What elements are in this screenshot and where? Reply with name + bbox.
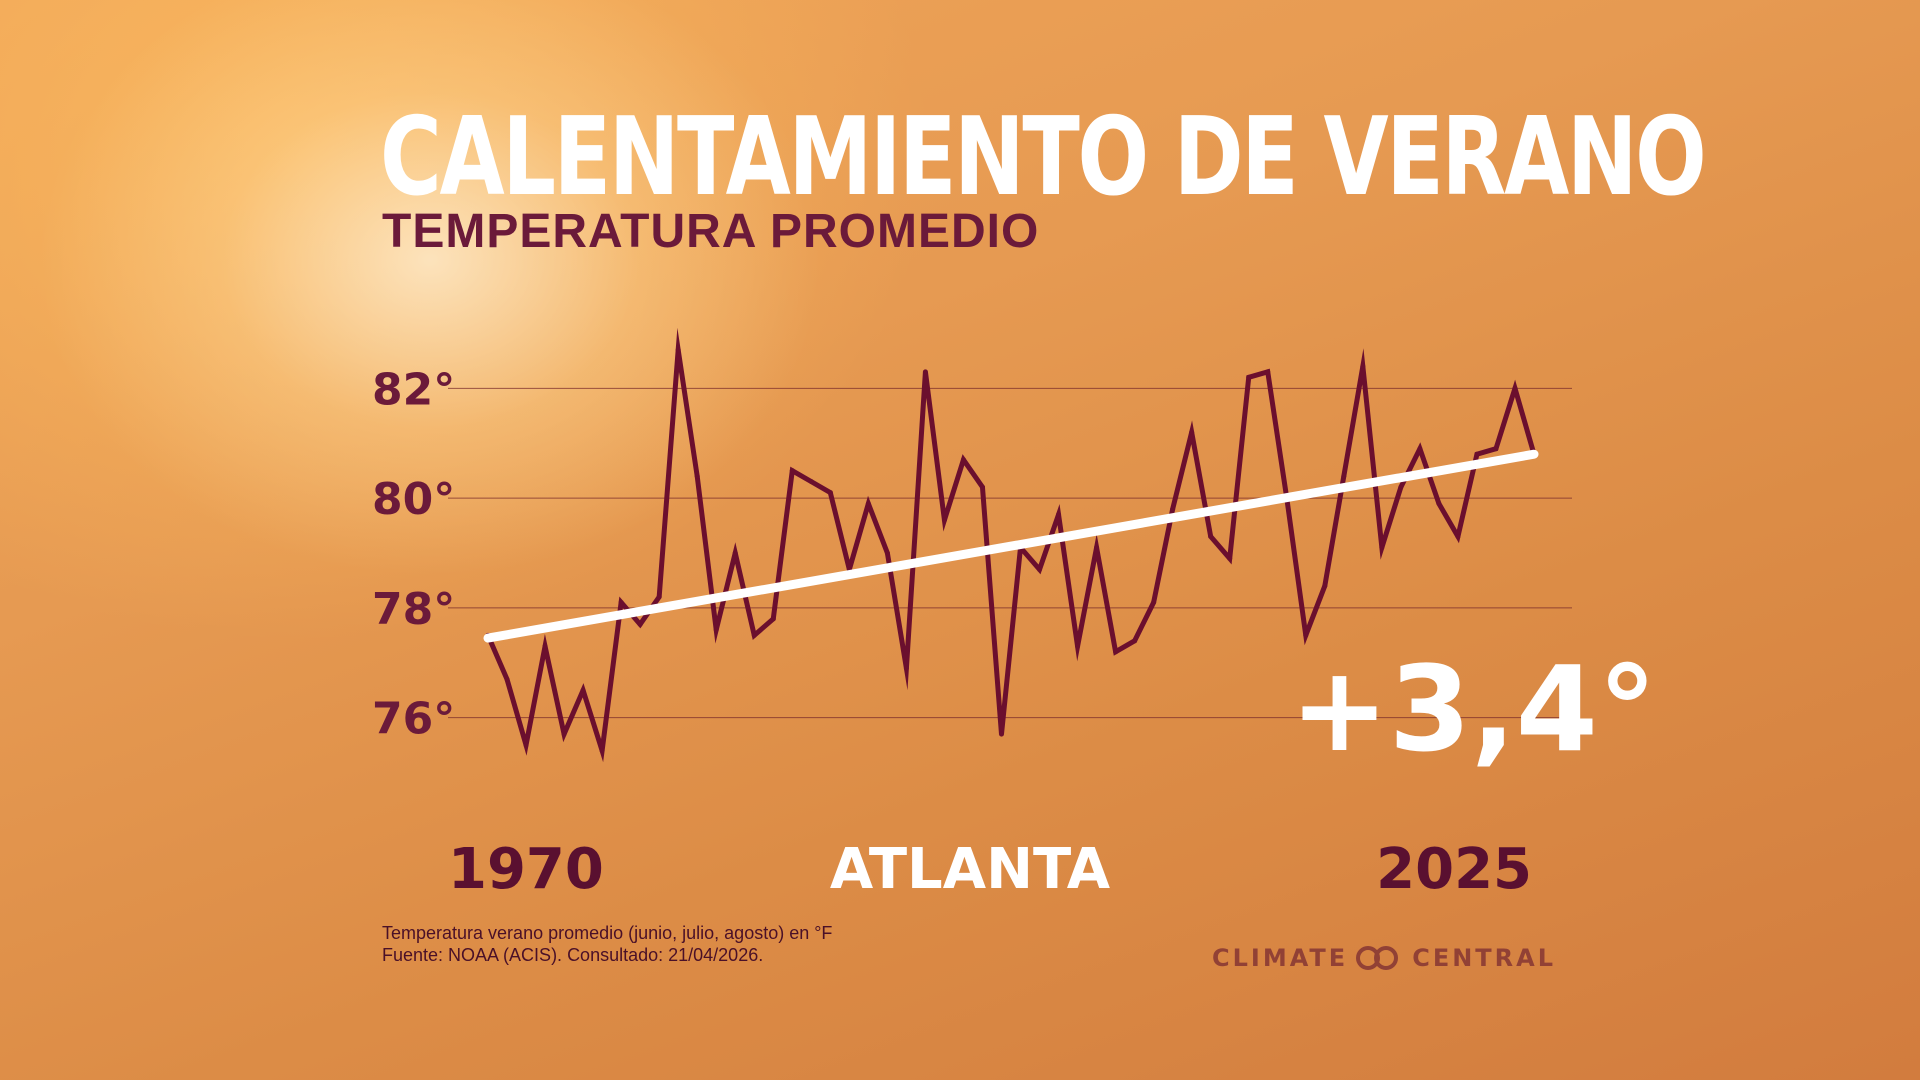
- data-point-1996: [979, 484, 985, 490]
- data-point-2021: [1455, 534, 1461, 540]
- footnote-units: Temperatura verano promedio (junio, juli…: [382, 923, 833, 943]
- y-tick-label: 78°: [372, 584, 455, 635]
- temperature-series-line: [485, 327, 1537, 763]
- data-point-2023: [1493, 446, 1499, 452]
- data-point-2014: [1322, 583, 1328, 589]
- data-point-2011: [1265, 369, 1271, 375]
- y-tick-label: 80°: [372, 474, 455, 525]
- data-point-2013: [1303, 632, 1309, 638]
- data-point-1985: [770, 616, 776, 622]
- logo-word-central: CENTRAL: [1412, 944, 1557, 972]
- data-point-1982: [713, 627, 719, 633]
- x-start-label: 1970: [448, 837, 604, 902]
- trend-line: [483, 449, 1539, 643]
- data-point-1972: [523, 742, 529, 748]
- data-point-2019: [1417, 446, 1423, 452]
- data-point-2005: [1151, 599, 1157, 605]
- data-point-2008: [1208, 534, 1214, 540]
- data-point-2015: [1341, 473, 1347, 479]
- data-point-2009: [1227, 555, 1233, 561]
- data-point-1971: [504, 676, 510, 682]
- data-point-2003: [1113, 649, 1119, 655]
- data-point-1999: [1037, 566, 1043, 572]
- data-point-2024: [1512, 385, 1518, 391]
- data-point-2010: [1246, 374, 1252, 380]
- location-label: ATLANTA: [830, 837, 1111, 902]
- data-point-2001: [1075, 643, 1081, 649]
- data-point-1979: [656, 594, 662, 600]
- data-point-2016: [1360, 363, 1366, 369]
- data-point-2002: [1094, 545, 1100, 551]
- data-point-2007: [1189, 429, 1195, 435]
- trend-layer: [483, 449, 1539, 643]
- data-point-1988: [827, 490, 833, 496]
- x-end-label: 2025: [1376, 837, 1532, 902]
- data-point-2000: [1056, 512, 1062, 518]
- climate-central-rings-icon: [1356, 946, 1399, 970]
- data-point-1977: [618, 599, 624, 605]
- data-point-2022: [1474, 451, 1480, 457]
- data-point-1994: [941, 517, 947, 523]
- footnote-source: Fuente: NOAA (ACIS). Consultado: 21/04/2…: [382, 945, 764, 965]
- data-point-2020: [1436, 501, 1442, 507]
- data-point-1984: [751, 632, 757, 638]
- y-tick-label: 76°: [372, 694, 455, 745]
- y-tick-label: 82°: [372, 364, 455, 415]
- chart-title: CALENTAMIENTO DE VERANO: [380, 95, 1707, 220]
- data-point-1981: [694, 473, 700, 479]
- data-point-1975: [580, 687, 586, 693]
- climate-central-logo: CLIMATE CENTRAL: [1212, 944, 1556, 972]
- data-point-1986: [789, 468, 795, 474]
- footnote: Temperatura verano promedio (junio, juli…: [382, 922, 832, 966]
- data-point-1987: [808, 479, 814, 485]
- data-point-1974: [561, 731, 567, 737]
- data-point-1997: [998, 731, 1004, 737]
- data-point-1995: [960, 457, 966, 463]
- data-point-1993: [922, 369, 928, 375]
- data-point-1992: [903, 665, 909, 671]
- chart-subtitle: TEMPERATURA PROMEDIO: [382, 205, 1040, 258]
- trend-change-label: +3,4°: [1290, 640, 1657, 778]
- data-point-1983: [732, 550, 738, 556]
- data-point-1991: [884, 550, 890, 556]
- data-point-1990: [865, 501, 871, 507]
- data-point-1976: [599, 748, 605, 754]
- data-point-1978: [637, 621, 643, 627]
- y-tick-labels: 76° 78° 80° 82°: [372, 364, 455, 744]
- data-point-2006: [1170, 506, 1176, 512]
- data-point-2004: [1132, 638, 1138, 644]
- data-point-2018: [1398, 484, 1404, 490]
- data-point-1980: [675, 347, 681, 353]
- grid-lines: [448, 387, 1572, 719]
- data-point-1973: [542, 643, 548, 649]
- logo-word-climate: CLIMATE: [1212, 944, 1349, 972]
- data-point-2017: [1379, 545, 1385, 551]
